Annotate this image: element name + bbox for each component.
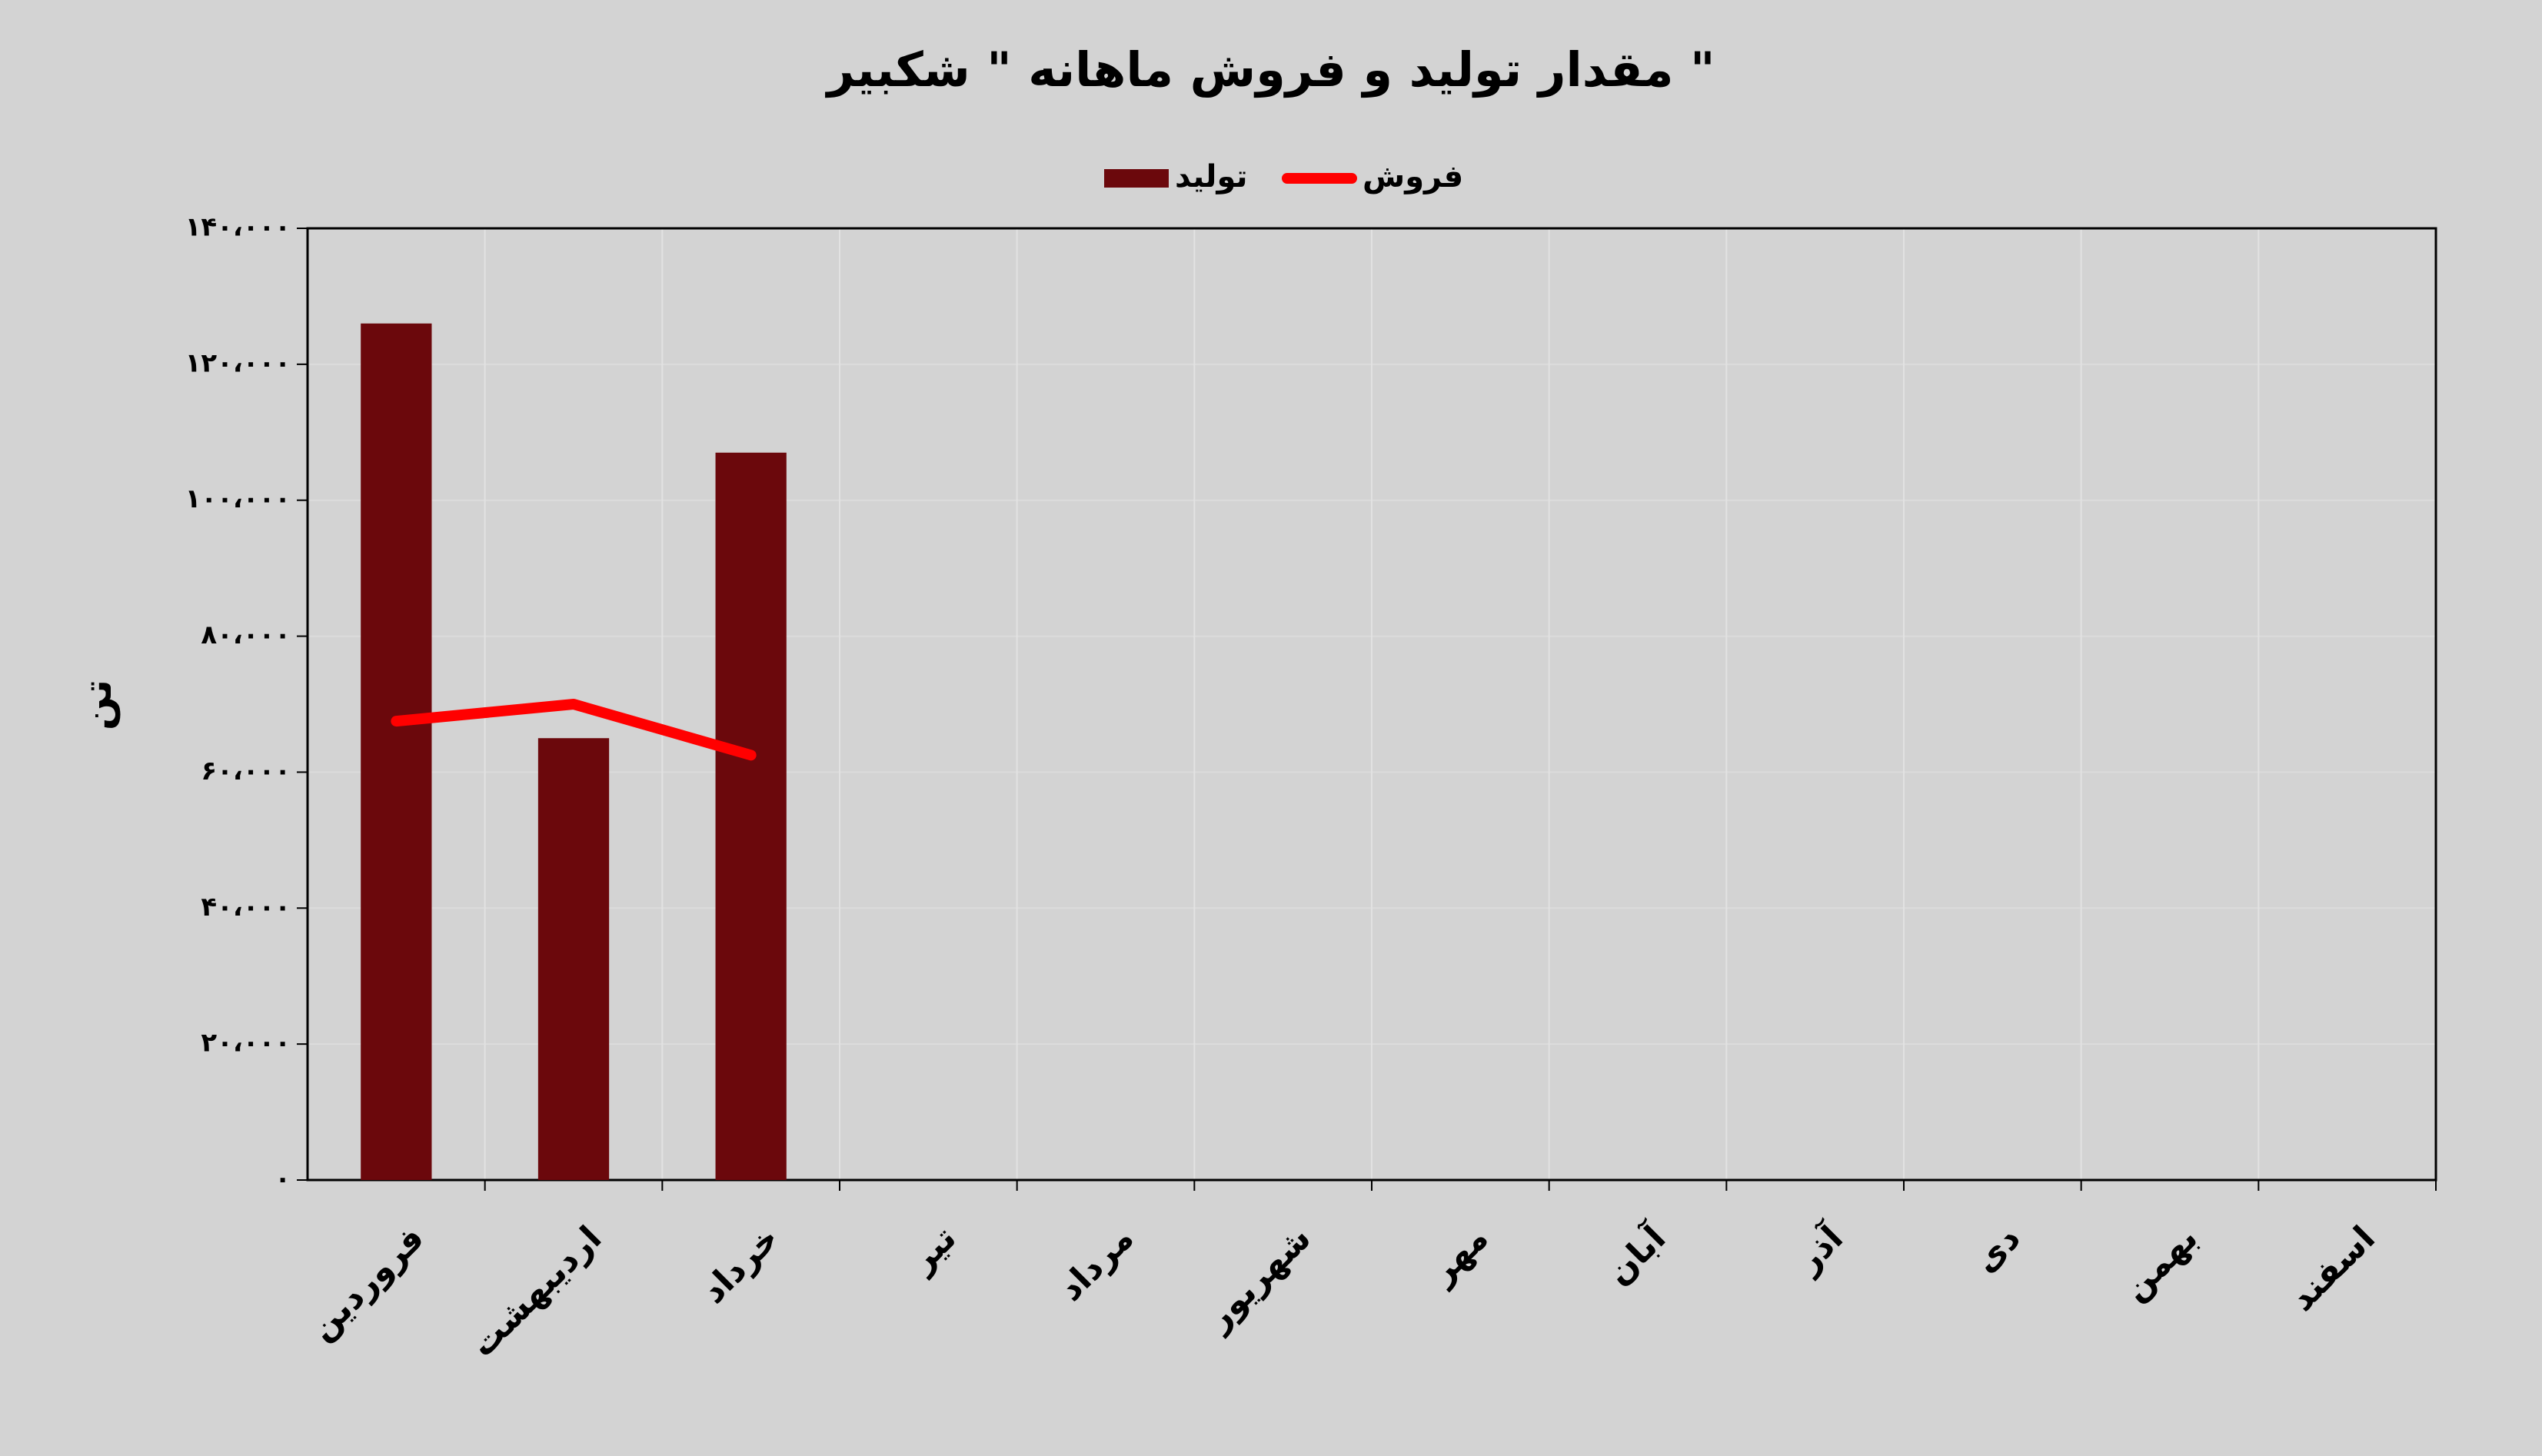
line xyxy=(391,699,757,761)
bar xyxy=(537,738,610,1180)
legend-swatch xyxy=(1104,169,1169,188)
y-axis-label: تن xyxy=(75,680,121,730)
y-tick-label: ۱۰۰،۰۰۰ xyxy=(185,484,291,514)
legend-label: تولید xyxy=(1175,159,1248,194)
y-tick-label: ۲۰،۰۰۰ xyxy=(201,1028,291,1059)
bar xyxy=(715,452,787,1180)
bar xyxy=(361,323,432,1180)
chart-title: مقدار تولید و فروش ماهانه " شکبیر " xyxy=(825,42,1715,98)
y-tick-label: ۱۲۰،۰۰۰ xyxy=(185,347,291,378)
y-tick-label: ۸۰،۰۰۰ xyxy=(201,620,291,650)
y-tick-label: ۱۴۰،۰۰۰ xyxy=(185,212,291,243)
y-tick-label: ۶۰،۰۰۰ xyxy=(201,756,291,786)
legend-label: فروش xyxy=(1362,159,1463,194)
y-tick-label: ۴۰،۰۰۰ xyxy=(201,892,291,922)
y-tick-label: ۰ xyxy=(274,1164,291,1195)
